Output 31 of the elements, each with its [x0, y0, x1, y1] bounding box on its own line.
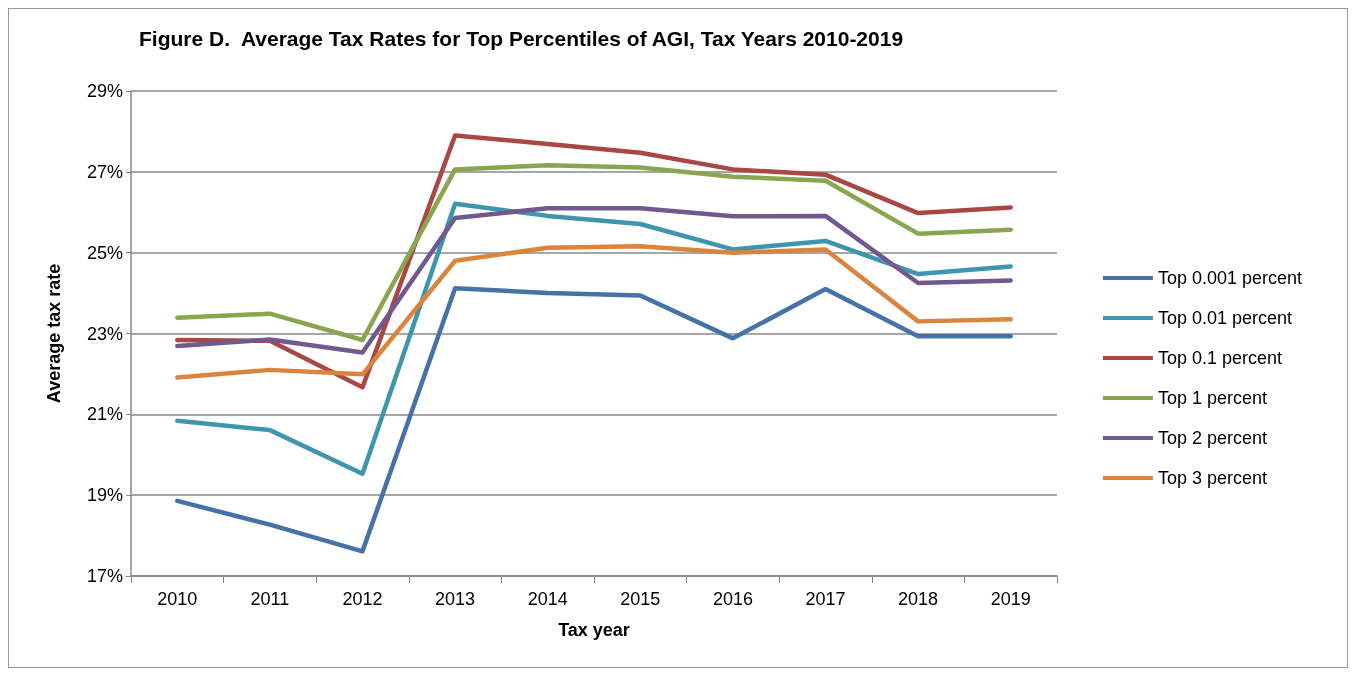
line-series	[175, 163, 1013, 343]
x-tick-label: 2015	[620, 589, 661, 609]
legend-label: Top 0.1 percent	[1157, 348, 1282, 368]
y-tick-label: 17%	[86, 566, 123, 586]
legend-label: Top 1 percent	[1157, 388, 1267, 408]
line-series	[175, 243, 1013, 380]
x-tick-label: 2011	[250, 589, 290, 609]
x-tick-label: 2017	[805, 589, 846, 609]
x-tick-label: 2019	[990, 589, 1031, 609]
chart-title: Figure D. Average Tax Rates for Top Percentiles of AGI, Tax Years 2010-2019	[139, 27, 904, 50]
legend-label: Top 0.01 percent	[1157, 308, 1292, 328]
y-tick-label: 27%	[86, 161, 123, 182]
x-tick-label: 2010	[157, 589, 198, 609]
y-tick-label: 19%	[86, 485, 123, 506]
line-series	[175, 205, 1013, 355]
y-tick-label: 25%	[86, 242, 123, 263]
y-tick-label: 29%	[86, 81, 123, 101]
x-tick-label: 2012	[342, 589, 383, 609]
x-tick-label: 2013	[435, 589, 476, 609]
line-series	[175, 201, 1013, 476]
x-axis-title: Tax year	[558, 620, 630, 640]
y-tick-label: 21%	[86, 404, 123, 425]
x-tick-label: 2014	[527, 589, 568, 609]
legend-label: Top 3 percent	[1157, 468, 1267, 488]
legend-label: Top 2 percent	[1157, 428, 1267, 448]
x-tick-label: 2018	[898, 589, 939, 609]
x-tick-label: 2016	[712, 589, 753, 609]
y-tick-label: 23%	[86, 323, 123, 344]
legend-label: Top 0.001 percent	[1157, 268, 1302, 288]
line-series	[175, 285, 1013, 554]
y-axis-title: Average tax rate	[44, 263, 64, 404]
